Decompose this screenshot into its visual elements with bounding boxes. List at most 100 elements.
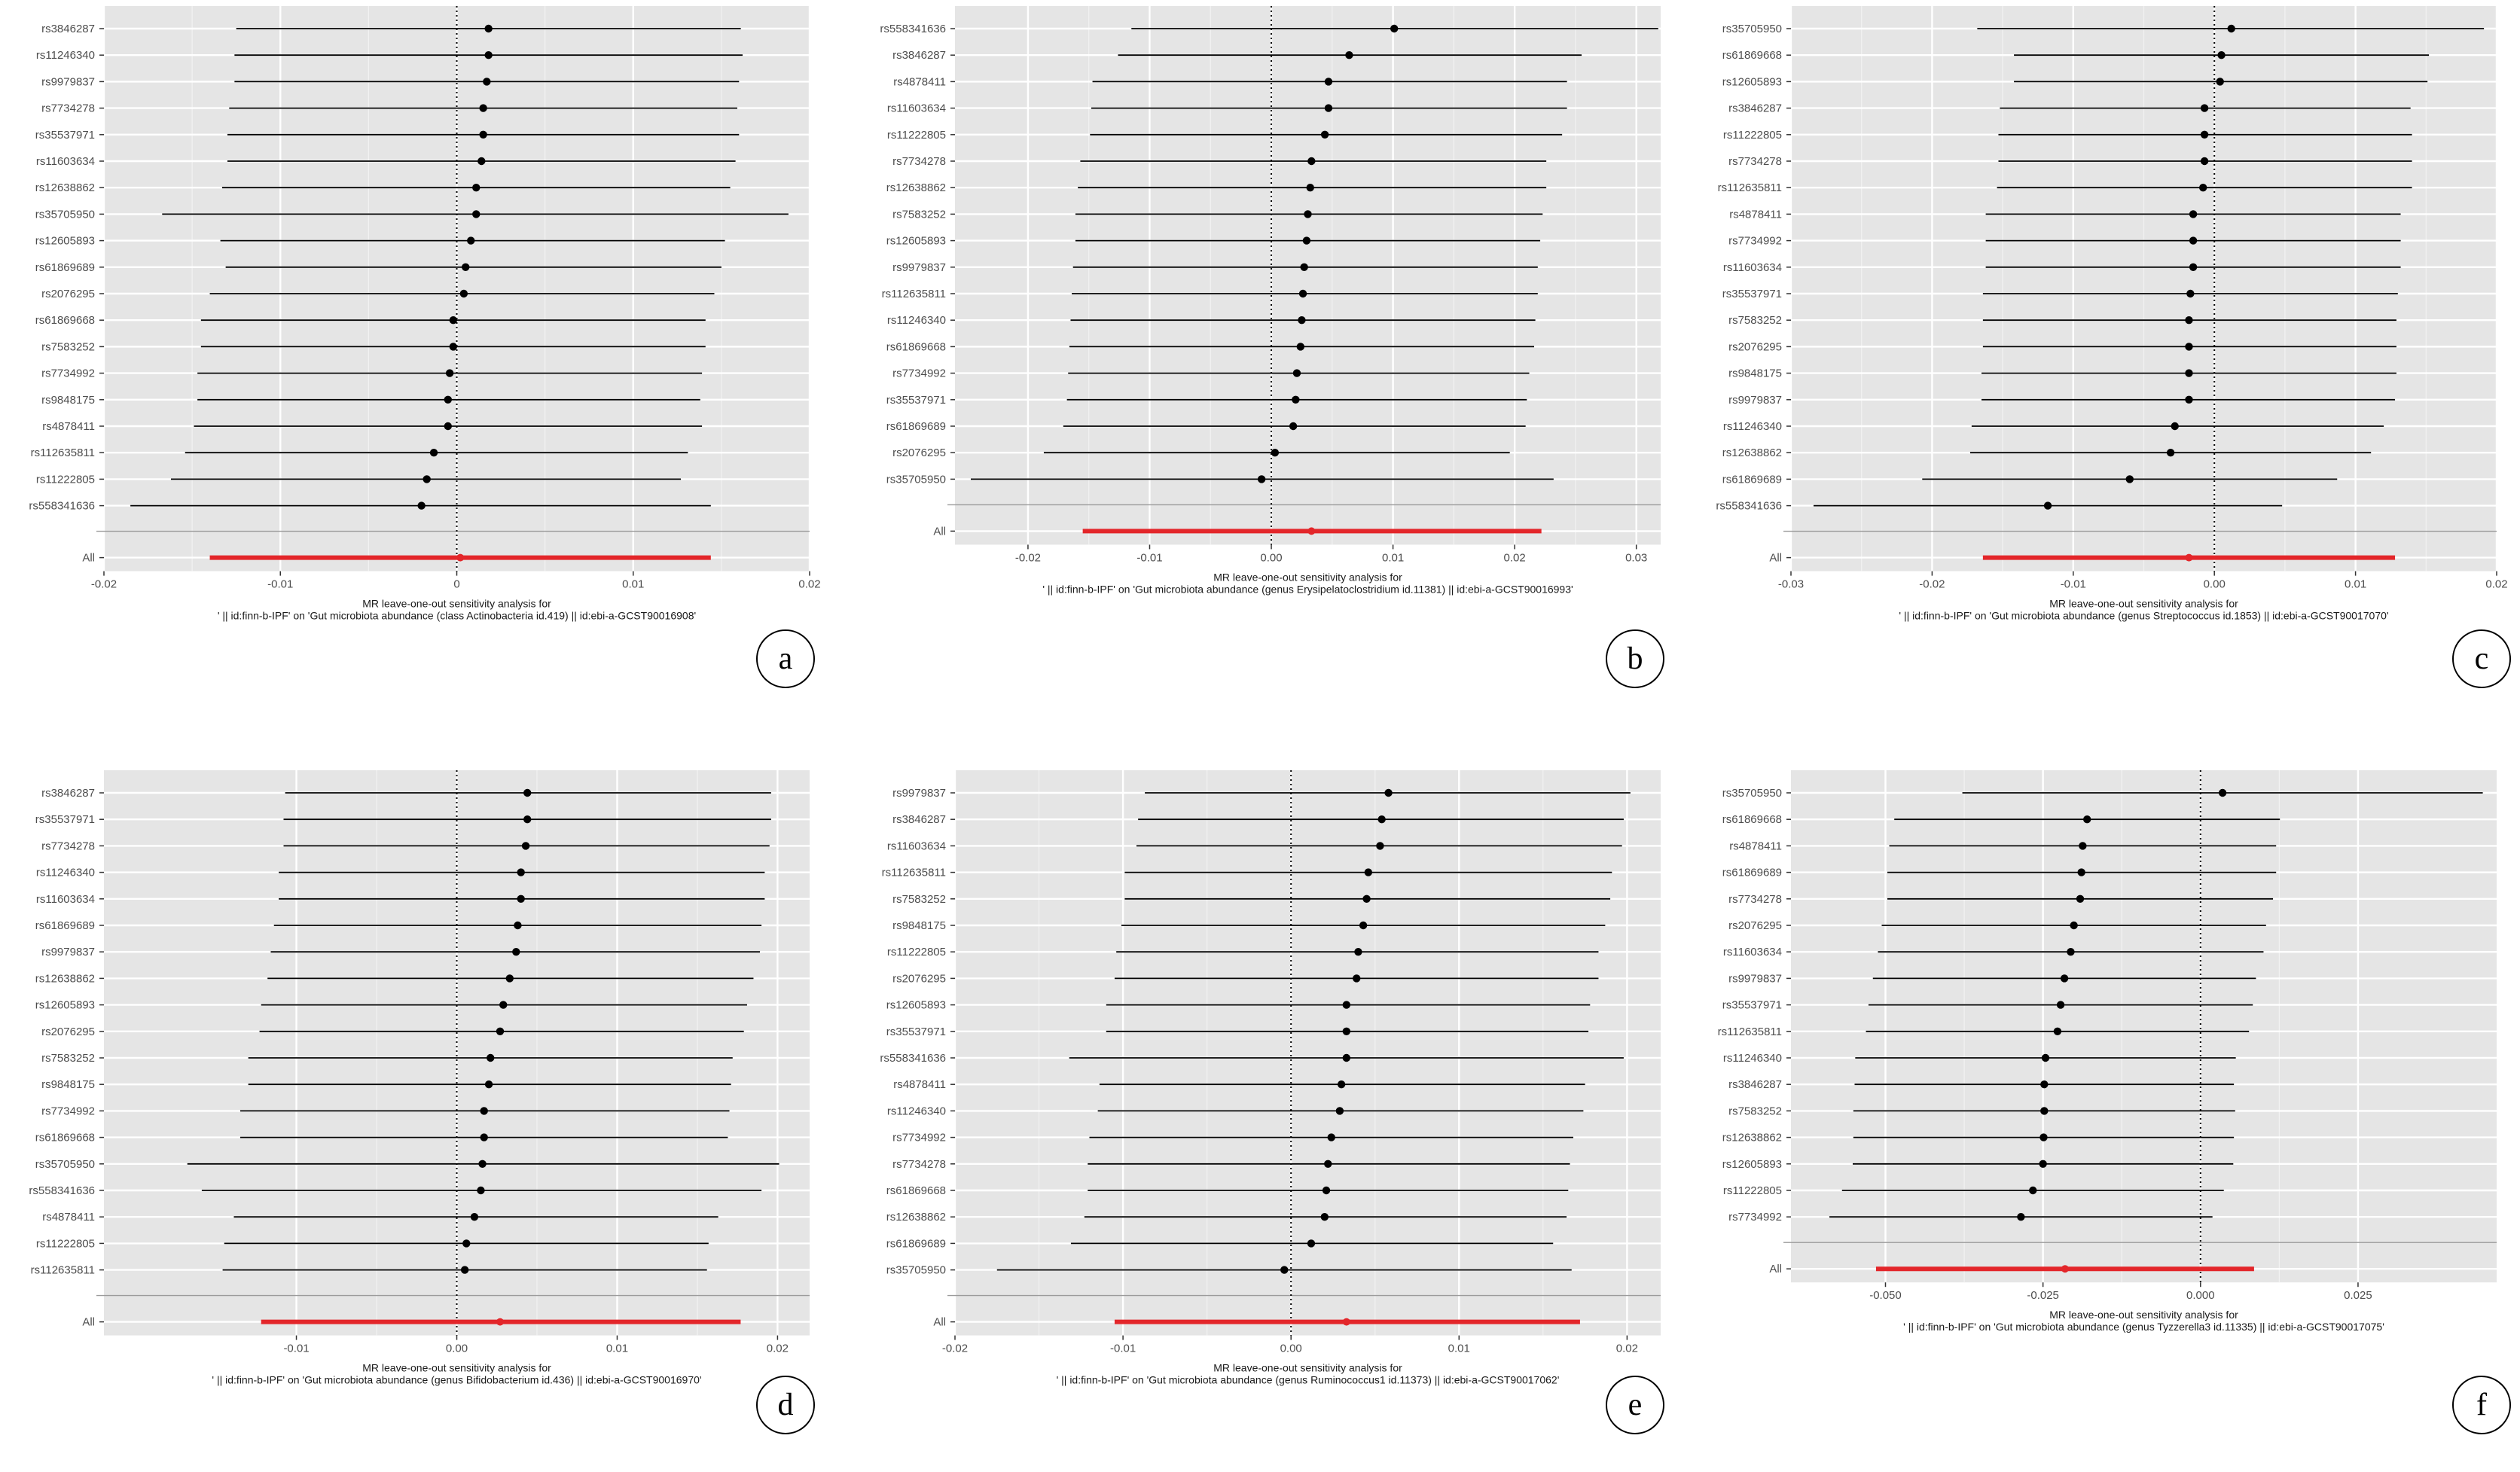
snp-label: rs61869689 xyxy=(35,919,95,932)
estimate-point xyxy=(512,948,520,956)
snp-label: rs61869689 xyxy=(1722,867,1782,879)
snp-label: rs558341636 xyxy=(29,1184,95,1197)
estimate-point xyxy=(2185,316,2193,325)
estimate-point xyxy=(505,974,514,983)
panel-letter-c: c xyxy=(2452,629,2511,688)
x-tick-label: 0.01 xyxy=(622,578,644,591)
estimate-point xyxy=(449,316,458,325)
forest-plot-b: rs558341636 rs3846287 rs4878411 rs11603634 r… xyxy=(880,6,1661,595)
x-tick-label: 0.01 xyxy=(1448,1342,1470,1355)
estimate-point xyxy=(2040,1080,2049,1089)
snp-label: rs35537971 xyxy=(35,813,95,826)
snp-label: rs12605893 xyxy=(35,235,95,248)
snp-label: rs7734992 xyxy=(41,1105,95,1117)
x-tick-label: 0.02 xyxy=(1616,1342,1638,1355)
x-tick-label: 0.02 xyxy=(2485,578,2507,591)
estimate-point xyxy=(1342,1001,1351,1009)
estimate-point xyxy=(477,157,486,166)
estimate-point xyxy=(517,894,525,903)
snp-label: rs7734992 xyxy=(1728,235,1782,248)
estimate-point xyxy=(2200,104,2209,112)
snp-label: rs12638862 xyxy=(1722,446,1782,459)
estimate-point xyxy=(1342,1053,1351,1062)
x-tick-label: 0.02 xyxy=(798,578,820,591)
snp-label: rs558341636 xyxy=(880,23,946,35)
estimate-point xyxy=(1306,184,1314,192)
snp-label: rs3846287 xyxy=(1728,1078,1782,1091)
snp-label: rs7734992 xyxy=(892,1132,946,1144)
x-tick-label: 0.025 xyxy=(2344,1289,2372,1302)
estimate-point xyxy=(2070,921,2078,930)
snp-label: rs11222805 xyxy=(1723,1184,1782,1197)
snp-label: rs558341636 xyxy=(880,1052,946,1065)
plot-background xyxy=(955,770,1661,1336)
snp-label: rs35705950 xyxy=(35,208,95,221)
snp-label: rs3846287 xyxy=(892,813,946,826)
x-tick-label: -0.02 xyxy=(1919,578,1945,591)
snp-label: rs11246340 xyxy=(887,314,946,327)
snp-label: rs35537971 xyxy=(1722,288,1782,300)
all-label: All xyxy=(1769,1263,1782,1275)
estimate-point xyxy=(2185,343,2193,351)
snp-label: rs7734992 xyxy=(41,367,95,380)
snp-label: rs112635811 xyxy=(1718,1026,1782,1038)
x-axis-subtitle: ' || id:finn-b-IPF' on 'Gut microbiota a… xyxy=(1057,1374,1560,1386)
snp-label: rs4878411 xyxy=(42,420,95,433)
x-tick-label: -0.01 xyxy=(2061,578,2086,591)
panel-c: rs35705950 rs61869668 rs12605893 rs3846287 r… xyxy=(1687,0,2511,708)
snp-label: rs9979837 xyxy=(892,787,946,800)
snp-label: rs61869668 xyxy=(886,1184,946,1197)
x-tick-label: 0 xyxy=(453,578,459,591)
estimate-point xyxy=(1300,263,1308,271)
estimate-point xyxy=(2067,948,2075,956)
snp-label: rs11246340 xyxy=(887,1105,946,1117)
snp-label: rs7583252 xyxy=(1728,1105,1782,1117)
snp-label: rs35705950 xyxy=(1722,787,1782,800)
snp-label: rs12605893 xyxy=(1722,75,1782,88)
estimate-point xyxy=(1322,1186,1331,1195)
snp-label: rs3846287 xyxy=(892,49,946,62)
estimate-point xyxy=(1298,289,1307,298)
x-tick-label: 0.00 xyxy=(1280,1342,1302,1355)
snp-label: rs11222805 xyxy=(1723,129,1782,142)
x-tick-label: -0.02 xyxy=(942,1342,968,1355)
snp-label: rs3846287 xyxy=(41,23,95,35)
snp-label: rs11222805 xyxy=(887,129,946,142)
estimate-point xyxy=(2029,1186,2037,1195)
snp-label: rs35705950 xyxy=(886,1264,946,1277)
overall-estimate-point xyxy=(456,553,465,562)
estimate-point xyxy=(483,78,491,86)
estimate-point xyxy=(460,1266,469,1274)
estimate-point xyxy=(2227,24,2235,33)
snp-label: rs35537971 xyxy=(886,394,946,407)
all-label: All xyxy=(82,552,95,565)
snp-label: rs12605893 xyxy=(886,235,946,248)
estimate-point xyxy=(496,1027,505,1035)
panel-f: rs35705950 rs61869668 rs4878411 rs61869689 r… xyxy=(1687,764,2511,1472)
estimate-point xyxy=(2083,815,2091,824)
estimate-point xyxy=(467,236,475,245)
snp-label: rs7734992 xyxy=(1728,1211,1782,1224)
x-tick-label: 0.01 xyxy=(606,1342,628,1355)
snp-label: rs11222805 xyxy=(887,946,946,958)
snp-label: rs7734278 xyxy=(892,1158,946,1171)
estimate-point xyxy=(1292,395,1300,404)
x-tick-label: 0.02 xyxy=(1504,551,1526,564)
x-axis-subtitle: ' || id:finn-b-IPF' on 'Gut microbiota a… xyxy=(1903,1321,2384,1333)
snp-label: rs61869689 xyxy=(1722,473,1782,486)
estimate-point xyxy=(2189,236,2198,245)
estimate-point xyxy=(1320,1213,1329,1221)
estimate-point xyxy=(2189,210,2198,218)
estimate-point xyxy=(2166,449,2175,457)
snp-label: rs12638862 xyxy=(886,1211,946,1224)
x-tick-label: -0.050 xyxy=(1869,1289,1902,1302)
estimate-point xyxy=(1362,894,1371,903)
snp-label: rs12638862 xyxy=(35,972,95,985)
x-tick-label: 0.00 xyxy=(2204,578,2226,591)
estimate-point xyxy=(1354,948,1362,956)
estimate-point xyxy=(2185,369,2193,377)
estimate-point xyxy=(1320,130,1329,139)
estimate-point xyxy=(445,369,454,377)
estimate-point xyxy=(487,1053,495,1062)
estimate-point xyxy=(1342,1027,1351,1035)
